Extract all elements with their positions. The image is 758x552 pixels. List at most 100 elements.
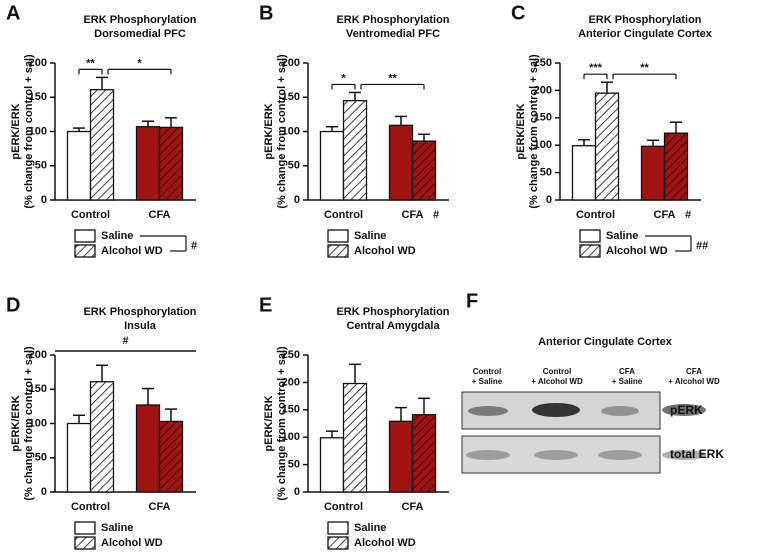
x-tick-label: CFA — [149, 501, 171, 513]
chart-title: ERK Phosphorylation — [83, 306, 196, 318]
y-tick-label: 0 — [41, 486, 47, 498]
category-annotation: # — [685, 209, 691, 221]
lane-label: Control — [473, 367, 501, 376]
y-tick-label: 100 — [282, 125, 300, 137]
panel-letter: C — [511, 2, 525, 24]
y-tick-label: 0 — [294, 194, 300, 206]
legend-label: Saline — [606, 230, 638, 242]
panel-letter: E — [259, 294, 272, 316]
y-axis-label: pERK/ERK — [515, 103, 527, 159]
y-tick-label: 50 — [35, 452, 47, 464]
significance-label: * — [137, 57, 142, 69]
bar — [319, 130, 345, 201]
y-tick-label: 50 — [288, 160, 300, 172]
legend-label: Saline — [354, 522, 386, 534]
x-tick-label: CFA — [402, 209, 424, 221]
chart-panel: E ERK Phosphorylation Central Amygdala pERK… — [259, 294, 450, 550]
bar — [66, 130, 92, 201]
y-tick-label: 50 — [288, 459, 300, 471]
bar — [319, 437, 345, 493]
y-tick-label: 200 — [534, 84, 552, 96]
legend-swatch — [74, 521, 96, 535]
y-tick-label: 150 — [534, 112, 552, 124]
y-tick-label: 100 — [29, 125, 47, 137]
legend-swatch — [327, 244, 349, 258]
bar — [594, 92, 620, 201]
y-tick-label: 50 — [35, 160, 47, 172]
legend-label: Saline — [101, 230, 133, 242]
x-tick-label: Control — [324, 501, 363, 513]
legend-swatch — [74, 229, 96, 243]
blot-row-label: pERK — [670, 403, 703, 417]
significance-label: ** — [388, 72, 397, 84]
category-annotation: # — [433, 209, 439, 221]
blot-title: Anterior Cingulate Cortex — [538, 336, 673, 348]
y-tick-label: 150 — [29, 383, 47, 395]
lane-label: CFA — [619, 367, 635, 376]
lane-label: + Alcohol WD — [531, 377, 583, 386]
chart-subtitle: Central Amygdala — [346, 320, 440, 332]
band — [532, 403, 580, 417]
panel-letter: F — [466, 290, 478, 312]
legend-swatch — [327, 536, 349, 550]
y-tick-label: 200 — [29, 349, 47, 361]
top-annotation: # — [122, 335, 128, 347]
bar — [342, 100, 368, 201]
y-tick-label: 250 — [534, 57, 552, 69]
legend-annotation: # — [191, 240, 197, 252]
significance-label: ** — [640, 62, 649, 74]
y-axis-label: (% change from control + sal) — [276, 54, 288, 209]
band — [601, 406, 639, 416]
bar — [89, 381, 115, 493]
legend-swatch — [327, 521, 349, 535]
y-tick-label: 100 — [282, 431, 300, 443]
legend-annotation: ## — [696, 240, 708, 252]
y-axis-label: (% change from control + sal) — [528, 54, 540, 209]
x-tick-label: Control — [576, 209, 615, 221]
bar — [388, 420, 414, 493]
legend-swatch — [579, 244, 601, 258]
chart-panel: C ERK Phosphorylation Anterior Cingulate C… — [511, 2, 713, 258]
bar — [663, 132, 689, 201]
chart-subtitle: Anterior Cingulate Cortex — [578, 28, 713, 40]
chart-subtitle: Insula — [124, 320, 157, 332]
legend-label: Alcohol WD — [606, 245, 668, 257]
x-tick-label: Control — [71, 501, 110, 513]
y-tick-label: 150 — [282, 91, 300, 103]
bar — [89, 89, 115, 201]
chart-title: ERK Phosphorylation — [336, 306, 449, 318]
chart-title: ERK Phosphorylation — [336, 14, 449, 26]
legend-swatch — [327, 229, 349, 243]
blot-row-label: total ERK — [670, 447, 724, 461]
x-tick-label: CFA — [402, 501, 424, 513]
chart-panel: A ERK Phosphorylation Dorsomedial PFC pERK/… — [6, 2, 197, 258]
legend-swatch — [74, 244, 96, 258]
bar — [411, 414, 437, 493]
band — [534, 450, 578, 460]
y-axis-label: pERK/ERK — [263, 395, 275, 451]
y-tick-label: 150 — [29, 91, 47, 103]
band — [662, 404, 706, 416]
chart-subtitle: Dorsomedial PFC — [94, 28, 186, 40]
bar — [388, 124, 414, 201]
significance-label: * — [341, 72, 346, 84]
bar — [158, 420, 184, 493]
lane-label: + Saline — [472, 377, 503, 386]
band — [662, 450, 706, 460]
chart-panel: D ERK Phosphorylation Insula pERK/ERK (% cha… — [6, 294, 197, 550]
chart-subtitle: Ventromedial PFC — [346, 28, 440, 40]
legend-label: Alcohol WD — [354, 537, 416, 549]
lane-label: + Alcohol WD — [668, 377, 720, 386]
bar — [135, 404, 161, 493]
chart-title: ERK Phosphorylation — [588, 14, 701, 26]
band — [466, 450, 510, 460]
bar — [66, 422, 92, 493]
lane-label: Control — [543, 367, 571, 376]
lane-label: CFA — [686, 367, 702, 376]
bar — [571, 145, 597, 201]
y-tick-label: 150 — [282, 404, 300, 416]
legend-swatch — [74, 536, 96, 550]
legend-label: Alcohol WD — [101, 537, 163, 549]
panel-letter: A — [6, 2, 20, 24]
y-axis-label: (% change from control + sal) — [23, 346, 35, 501]
